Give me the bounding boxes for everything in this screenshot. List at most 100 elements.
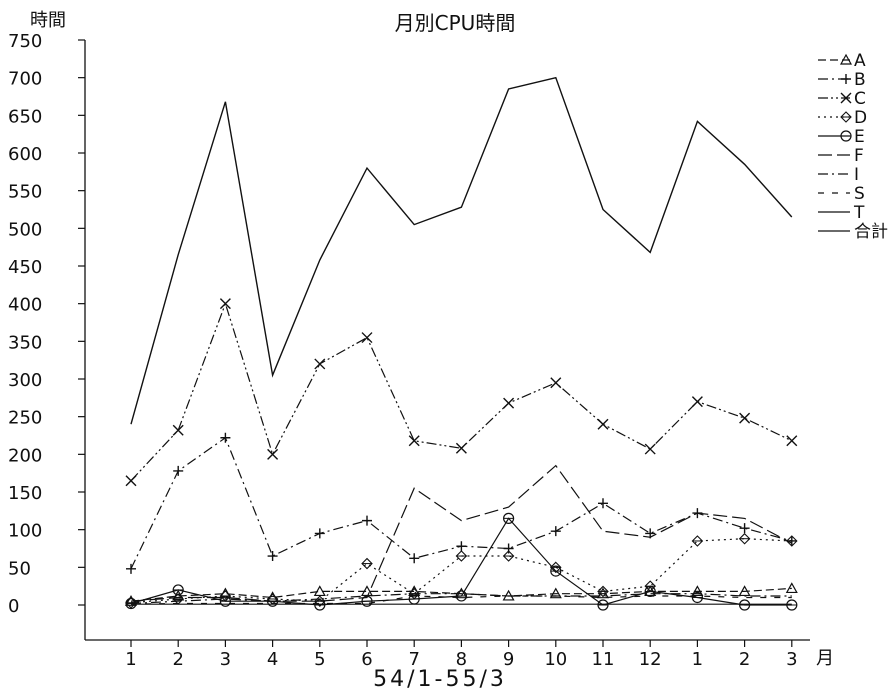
data-point [786, 535, 798, 547]
data-point [841, 74, 851, 84]
x-tick-label: 4 [267, 649, 278, 670]
x-tick-label: 9 [503, 649, 514, 670]
axes: 0 50 100 150 200 250 300 350 400 450 500 550 600 650 7… [8, 31, 810, 670]
x-tick-label: 5 [314, 649, 325, 670]
data-point [739, 412, 751, 424]
data-point [840, 92, 852, 104]
data-point [409, 553, 420, 564]
data-point [314, 528, 325, 539]
data-point [125, 475, 137, 487]
data-point [313, 585, 326, 597]
data-point [691, 396, 703, 408]
x-tick-label: 11 [592, 649, 615, 670]
x-tick-label: 2 [739, 649, 750, 670]
data-point [267, 448, 279, 460]
data-point [550, 561, 562, 574]
x-tick-label: 1 [692, 649, 703, 670]
data-point [456, 541, 467, 552]
y-tick-label: 300 [8, 370, 42, 391]
data-point [314, 358, 326, 370]
data-point [219, 298, 231, 310]
y-tick-label: 150 [8, 483, 42, 504]
data-point [502, 550, 515, 562]
legend-label: 合計 [854, 222, 888, 242]
data-point [503, 543, 514, 554]
series-1 [126, 432, 797, 574]
y-axis-label: 時間 [30, 10, 66, 31]
x-tick-label: 7 [408, 649, 419, 670]
y-tick-label: 400 [8, 295, 42, 316]
series-9 [130, 76, 793, 425]
data-point [785, 582, 798, 594]
y-tick-label: 500 [8, 219, 42, 240]
data-point [550, 526, 561, 537]
data-point [361, 557, 373, 570]
series-layer [124, 76, 798, 611]
x-tick-label: 3 [220, 649, 231, 670]
y-tick-label: 100 [8, 521, 42, 542]
legend-label: T [853, 203, 865, 223]
legend-label: A [854, 51, 866, 71]
x-tick-label: 6 [361, 649, 372, 670]
y-tick-label: 200 [8, 445, 42, 466]
x-tick-label: 12 [639, 649, 662, 670]
x-tick-label: 2 [172, 649, 183, 670]
series-line [130, 76, 793, 425]
legend-label: F [854, 146, 864, 166]
y-tick-label: 700 [8, 69, 42, 90]
y-tick-label: 750 [8, 31, 42, 52]
x-tick-label: 1 [125, 649, 136, 670]
x-axis-label: 54/1-55/3 [373, 667, 507, 691]
data-point [839, 53, 853, 65]
y-tick-label: 550 [8, 182, 42, 203]
legend-label: D [854, 108, 867, 128]
series-line [130, 587, 792, 602]
y-tick-label: 450 [8, 257, 42, 278]
series-5 [130, 464, 793, 602]
data-point [455, 550, 468, 562]
legend-label: S [854, 184, 865, 204]
series-line [130, 301, 793, 482]
y-tick-label: 650 [8, 106, 42, 127]
chart-title: 月別CPU時間 [395, 11, 516, 35]
data-point [691, 535, 704, 547]
series-7 [130, 595, 792, 605]
data-point [360, 585, 374, 597]
x-tick-label: 3 [786, 649, 797, 670]
legend-label: C [854, 89, 866, 109]
data-point [549, 587, 562, 599]
data-point [220, 432, 231, 443]
data-point [786, 435, 798, 447]
legend-label: B [854, 70, 866, 90]
data-point [362, 515, 372, 526]
data-point [644, 443, 656, 455]
data-point [267, 551, 278, 562]
data-point [739, 523, 750, 534]
data-point [503, 397, 515, 409]
data-point [455, 442, 467, 454]
data-point [126, 563, 136, 574]
data-point [550, 377, 562, 389]
x-tick-label: 10 [544, 649, 567, 670]
y-tick-label: 50 [8, 558, 31, 579]
y-tick-label: 350 [8, 332, 42, 353]
x-axis-unit: 月 [816, 648, 834, 669]
series-2 [125, 298, 798, 487]
legend-label: E [854, 127, 865, 147]
y-tick-label: 0 [8, 596, 19, 617]
y-tick-label: 600 [8, 144, 42, 165]
data-point [597, 418, 609, 430]
x-tick-label: 8 [456, 649, 467, 670]
data-point [738, 532, 751, 545]
data-point [598, 498, 608, 509]
y-tick-label: 250 [8, 408, 42, 429]
data-point [172, 424, 184, 436]
series-line [130, 464, 793, 602]
data-point [172, 589, 185, 601]
data-point [408, 435, 420, 447]
data-point [840, 111, 852, 123]
data-point [173, 465, 184, 476]
